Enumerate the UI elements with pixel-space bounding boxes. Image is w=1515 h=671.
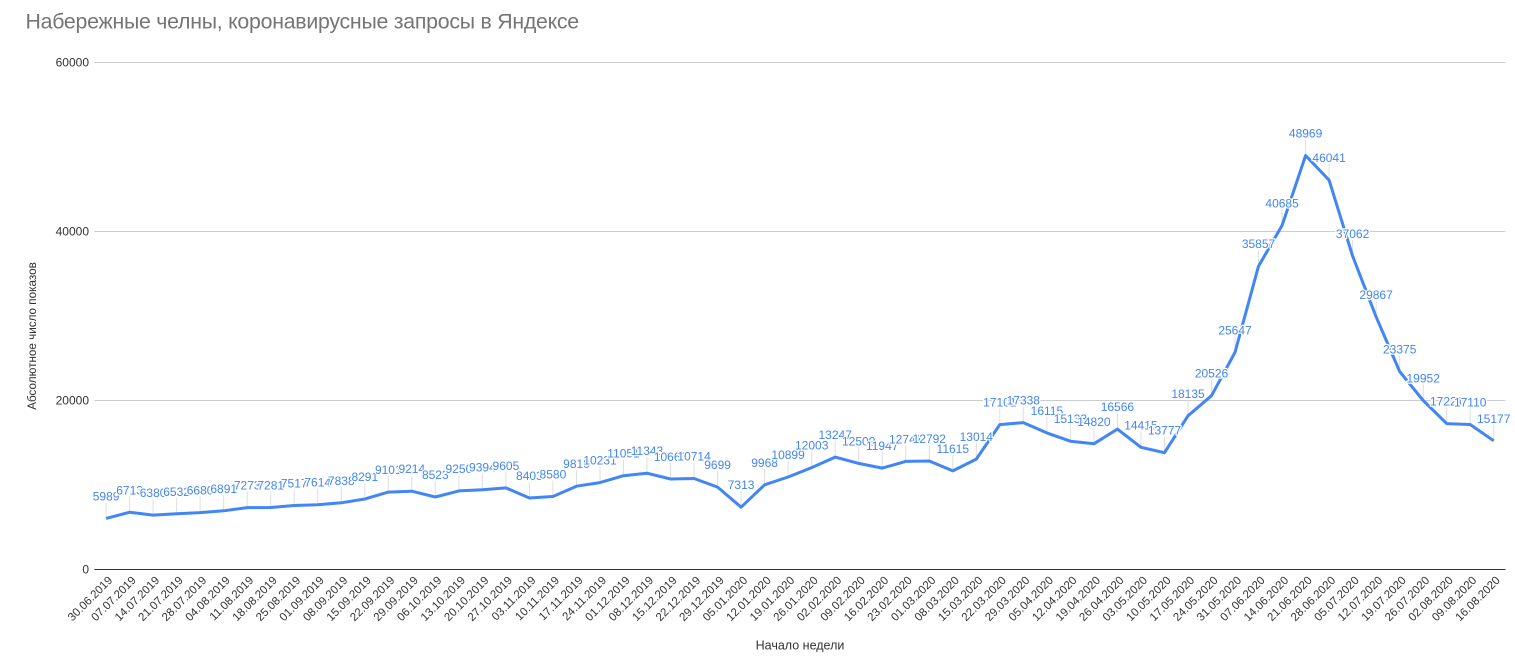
svg-text:11343: 11343 xyxy=(631,444,664,458)
svg-text:14415: 14415 xyxy=(1124,418,1158,432)
svg-text:11615: 11615 xyxy=(937,442,970,456)
svg-text:7517: 7517 xyxy=(281,477,308,491)
svg-text:Абсолютное число показов: Абсолютное число показов xyxy=(26,262,39,410)
svg-text:8291: 8291 xyxy=(351,470,378,484)
svg-text:9810: 9810 xyxy=(563,457,590,471)
svg-text:9101: 9101 xyxy=(375,463,402,477)
svg-text:10661: 10661 xyxy=(654,450,688,464)
svg-text:Начало недели: Начало недели xyxy=(756,639,845,653)
svg-text:12741: 12741 xyxy=(889,432,923,446)
svg-text:5989: 5989 xyxy=(93,489,120,503)
svg-text:9968: 9968 xyxy=(751,456,778,470)
svg-text:8403: 8403 xyxy=(516,469,543,483)
svg-text:11051: 11051 xyxy=(607,447,640,461)
svg-text:16115: 16115 xyxy=(1031,404,1064,418)
svg-text:9250: 9250 xyxy=(446,462,473,476)
svg-text:9699: 9699 xyxy=(704,458,731,472)
svg-text:35857: 35857 xyxy=(1242,237,1276,251)
svg-text:0: 0 xyxy=(82,563,89,577)
svg-text:37062: 37062 xyxy=(1336,227,1370,241)
svg-text:6532: 6532 xyxy=(163,485,190,499)
svg-text:12003: 12003 xyxy=(795,439,829,453)
svg-text:25647: 25647 xyxy=(1218,323,1252,337)
svg-text:7614: 7614 xyxy=(304,476,331,490)
svg-text:8523: 8523 xyxy=(422,468,449,482)
svg-text:12509: 12509 xyxy=(842,434,876,448)
svg-text:23375: 23375 xyxy=(1383,343,1417,357)
svg-text:29867: 29867 xyxy=(1359,288,1393,302)
svg-text:9214: 9214 xyxy=(398,462,425,476)
svg-text:20000: 20000 xyxy=(56,394,90,408)
svg-text:17110: 17110 xyxy=(1454,396,1487,410)
svg-text:13014: 13014 xyxy=(960,430,994,444)
svg-text:9394: 9394 xyxy=(469,461,496,475)
svg-text:10231: 10231 xyxy=(583,454,617,468)
svg-text:16566: 16566 xyxy=(1101,400,1135,414)
svg-text:15177: 15177 xyxy=(1477,412,1511,426)
svg-text:9605: 9605 xyxy=(493,459,520,473)
svg-text:6680: 6680 xyxy=(187,484,214,498)
svg-text:17101: 17101 xyxy=(983,396,1017,410)
svg-text:46041: 46041 xyxy=(1312,151,1346,165)
svg-text:60000: 60000 xyxy=(56,56,90,70)
svg-text:7313: 7313 xyxy=(728,478,755,492)
svg-text:20526: 20526 xyxy=(1195,367,1229,381)
svg-text:18135: 18135 xyxy=(1171,387,1205,401)
svg-text:10714: 10714 xyxy=(677,450,711,464)
svg-text:13777: 13777 xyxy=(1148,424,1182,438)
svg-text:6380: 6380 xyxy=(140,486,167,500)
svg-text:10899: 10899 xyxy=(771,448,805,462)
svg-text:11947: 11947 xyxy=(866,439,899,453)
svg-text:40000: 40000 xyxy=(56,225,90,239)
svg-text:12792: 12792 xyxy=(913,432,947,446)
svg-text:7838: 7838 xyxy=(328,474,355,488)
svg-text:15133: 15133 xyxy=(1054,412,1088,426)
svg-text:17221: 17221 xyxy=(1430,395,1464,409)
svg-text:14820: 14820 xyxy=(1077,415,1111,429)
svg-text:17338: 17338 xyxy=(1007,394,1041,408)
svg-text:13247: 13247 xyxy=(819,428,853,442)
svg-text:7281: 7281 xyxy=(257,479,284,493)
svg-text:6891: 6891 xyxy=(210,482,237,496)
svg-text:7273: 7273 xyxy=(234,479,261,493)
svg-text:Набережные челны, коронавирусн: Набережные челны, коронавирусные запросы… xyxy=(26,10,579,34)
svg-text:8580: 8580 xyxy=(540,468,567,482)
svg-text:40685: 40685 xyxy=(1265,196,1299,210)
svg-text:19952: 19952 xyxy=(1407,372,1441,386)
svg-text:48969: 48969 xyxy=(1289,127,1323,141)
svg-text:6713: 6713 xyxy=(116,483,143,497)
